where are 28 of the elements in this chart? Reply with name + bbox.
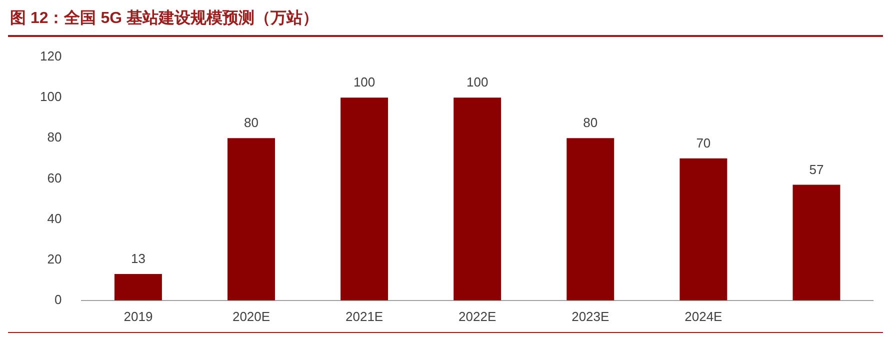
x-tick-label: 2023E <box>572 308 610 324</box>
data-label: 100 <box>466 74 488 90</box>
bar <box>792 184 840 300</box>
x-tick-label: 2021E <box>346 308 384 324</box>
bar <box>680 158 728 300</box>
bar <box>228 138 275 300</box>
x-tick-label: 2020E <box>232 308 270 324</box>
bar <box>340 98 388 300</box>
bar <box>454 98 502 300</box>
data-label: 70 <box>696 135 711 150</box>
bar <box>566 138 614 300</box>
chart-title: 图 12：全国 5G 基站建设规模预测（万站） <box>8 0 883 37</box>
data-label: 57 <box>809 162 824 177</box>
data-label: 13 <box>130 251 146 266</box>
y-tick-label: 60 <box>47 170 62 186</box>
x-tick-label: 2022E <box>458 308 496 324</box>
x-tick-label: 2019 <box>124 308 153 324</box>
y-tick-label: 40 <box>47 210 62 226</box>
data-label: 80 <box>583 115 598 130</box>
x-tick-label: 2024E <box>684 308 723 324</box>
y-tick-label: 120 <box>40 48 62 64</box>
data-label: 80 <box>244 115 258 130</box>
y-tick-label: 100 <box>40 89 62 104</box>
y-tick-label: 80 <box>47 130 62 145</box>
bar <box>114 274 162 300</box>
y-tick-label: 20 <box>47 251 62 266</box>
data-label: 100 <box>353 74 376 90</box>
y-tick-label: 0 <box>54 292 62 307</box>
